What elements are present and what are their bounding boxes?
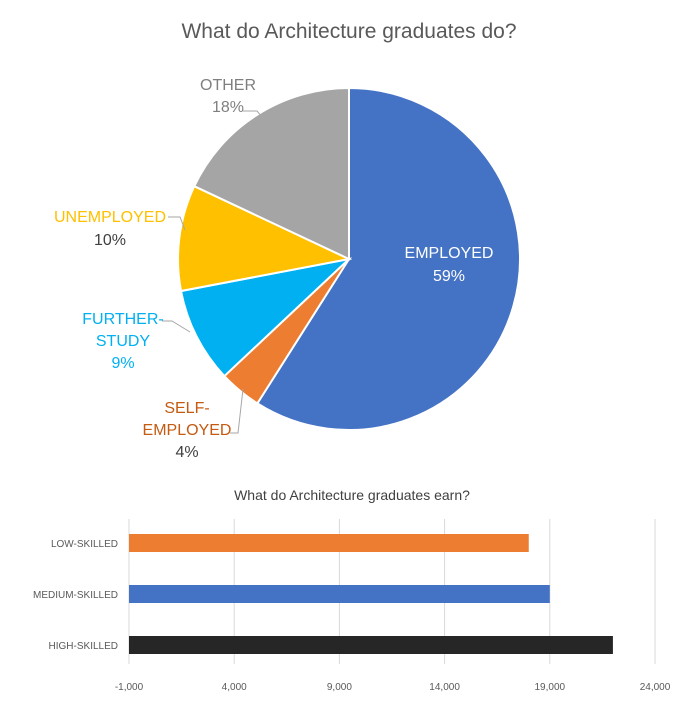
pie-percent-self-employed: 4% <box>175 444 198 461</box>
y-category-label-low-skilled: LOW-SKILLED <box>51 539 118 550</box>
pie-percent-employed: 59% <box>433 268 465 285</box>
x-tick-label: -1,000 <box>115 682 144 693</box>
bar-low-skilled <box>129 534 529 552</box>
pie-slice-further-study <box>179 257 353 378</box>
pie-chart-title: What do Architecture graduates do? <box>181 20 516 43</box>
pie-slice-unemployed <box>177 184 353 293</box>
pie-percent-unemployed: 10% <box>94 232 126 249</box>
pie-percent-further-study: 9% <box>111 355 134 372</box>
x-tick-label: 4,000 <box>222 682 247 693</box>
x-tick-label: 14,000 <box>429 682 460 693</box>
leader-line-self-employed <box>230 388 244 434</box>
y-category-label-medium-skilled: MEDIUM-SKILLED <box>33 590 118 601</box>
bar-chart-title: What do Architecture graduates earn? <box>234 487 470 503</box>
leader-line-other <box>243 110 264 119</box>
pie-chart: EMPLOYED 59% SELF-EMPLOYED 4% FURTHER-STUDY 9… <box>54 77 522 461</box>
bar-high-skilled <box>129 636 613 654</box>
leader-line-further-study <box>162 320 191 333</box>
pie-slice-other <box>192 86 350 261</box>
x-tick-label: 19,000 <box>535 682 566 693</box>
pie-label-unemployed: UNEMPLOYED 10% <box>54 209 166 249</box>
x-tick-label: 9,000 <box>327 682 352 693</box>
pie-label-employed: EMPLOYED 59% <box>405 245 494 285</box>
x-tick-label: 24,000 <box>640 682 671 693</box>
pie-label-further-study: FURTHER-STUDY 9% <box>82 311 163 372</box>
bar-medium-skilled <box>129 585 550 603</box>
bar-chart: -1,000 4,000 9,000 14,000 19,000 24,000 LOW-SK… <box>33 519 671 693</box>
pie-label-other: OTHER 18% <box>200 77 256 116</box>
leader-line-unemployed <box>168 216 186 231</box>
y-category-label-high-skilled: HIGH-SKILLED <box>49 641 118 652</box>
pie-label-self-employed: SELF-EMPLOYED 4% <box>143 400 232 461</box>
pie-percent-other: 18% <box>212 99 244 116</box>
pie-slice-employed <box>255 86 522 431</box>
